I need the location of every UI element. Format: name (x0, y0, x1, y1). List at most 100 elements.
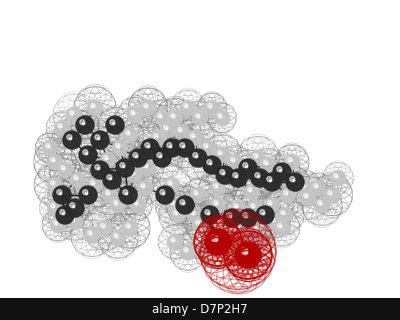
Circle shape (260, 210, 265, 215)
Circle shape (203, 208, 219, 224)
Circle shape (74, 175, 78, 180)
Circle shape (236, 222, 250, 236)
Circle shape (60, 210, 65, 215)
Circle shape (234, 220, 250, 236)
Circle shape (288, 175, 304, 191)
Circle shape (104, 156, 108, 160)
Circle shape (89, 179, 103, 193)
Circle shape (174, 211, 178, 215)
Circle shape (314, 183, 318, 188)
Circle shape (205, 158, 221, 174)
Text: alamy - D7P2H7: alamy - D7P2H7 (152, 302, 248, 316)
Circle shape (70, 172, 86, 188)
Circle shape (198, 223, 200, 225)
Circle shape (246, 242, 260, 256)
Circle shape (48, 178, 62, 193)
Circle shape (250, 190, 252, 192)
Circle shape (171, 237, 175, 242)
Circle shape (123, 189, 128, 195)
Circle shape (210, 246, 212, 248)
Circle shape (264, 161, 268, 165)
Circle shape (68, 109, 82, 123)
Circle shape (62, 212, 65, 215)
Circle shape (51, 204, 55, 208)
Circle shape (204, 100, 220, 116)
Circle shape (182, 102, 196, 116)
Circle shape (243, 163, 248, 168)
Circle shape (168, 235, 182, 250)
Circle shape (103, 226, 105, 228)
Circle shape (262, 159, 276, 173)
Circle shape (250, 246, 252, 248)
Circle shape (206, 242, 220, 256)
Circle shape (102, 188, 118, 203)
Circle shape (74, 201, 78, 205)
Circle shape (182, 146, 185, 148)
Circle shape (119, 186, 137, 204)
Circle shape (106, 116, 124, 134)
Circle shape (155, 151, 171, 167)
Circle shape (189, 209, 203, 223)
Circle shape (182, 246, 196, 260)
Circle shape (248, 188, 252, 192)
Circle shape (214, 201, 218, 205)
Circle shape (248, 244, 252, 248)
Circle shape (66, 108, 82, 123)
Circle shape (246, 216, 248, 218)
Circle shape (72, 113, 74, 115)
Circle shape (292, 180, 295, 182)
Circle shape (273, 163, 291, 181)
Circle shape (252, 222, 266, 236)
Circle shape (116, 143, 120, 148)
Circle shape (140, 100, 156, 116)
Circle shape (266, 163, 268, 165)
Circle shape (122, 165, 125, 168)
Circle shape (279, 209, 293, 223)
Circle shape (51, 180, 55, 185)
Circle shape (223, 209, 241, 227)
Circle shape (310, 180, 326, 196)
Circle shape (83, 189, 88, 195)
Circle shape (146, 166, 148, 168)
Circle shape (93, 106, 95, 108)
Circle shape (91, 180, 95, 185)
Circle shape (76, 203, 78, 205)
Circle shape (328, 190, 332, 195)
Circle shape (210, 180, 226, 196)
Circle shape (98, 168, 100, 170)
Circle shape (57, 189, 62, 195)
Circle shape (84, 228, 100, 243)
Circle shape (264, 197, 280, 212)
Circle shape (178, 198, 194, 214)
Circle shape (202, 142, 216, 156)
Circle shape (50, 218, 66, 233)
Circle shape (70, 110, 74, 115)
Circle shape (290, 160, 292, 162)
Circle shape (286, 156, 300, 170)
Circle shape (302, 192, 316, 206)
Circle shape (71, 218, 75, 222)
Circle shape (281, 211, 285, 215)
Circle shape (314, 197, 330, 212)
Circle shape (336, 176, 338, 178)
Circle shape (198, 116, 200, 118)
Circle shape (144, 103, 148, 108)
Circle shape (134, 201, 138, 205)
Circle shape (324, 188, 340, 203)
Circle shape (53, 183, 55, 185)
Circle shape (204, 241, 220, 255)
Circle shape (207, 231, 231, 255)
Circle shape (53, 206, 55, 208)
Circle shape (69, 216, 83, 230)
Circle shape (263, 173, 281, 191)
Circle shape (143, 186, 145, 188)
Circle shape (160, 123, 176, 138)
Circle shape (218, 168, 234, 184)
Circle shape (170, 207, 186, 222)
Circle shape (238, 223, 242, 228)
Circle shape (236, 206, 238, 208)
Circle shape (230, 216, 232, 218)
Circle shape (128, 108, 142, 123)
Circle shape (239, 159, 257, 177)
Circle shape (205, 210, 210, 215)
